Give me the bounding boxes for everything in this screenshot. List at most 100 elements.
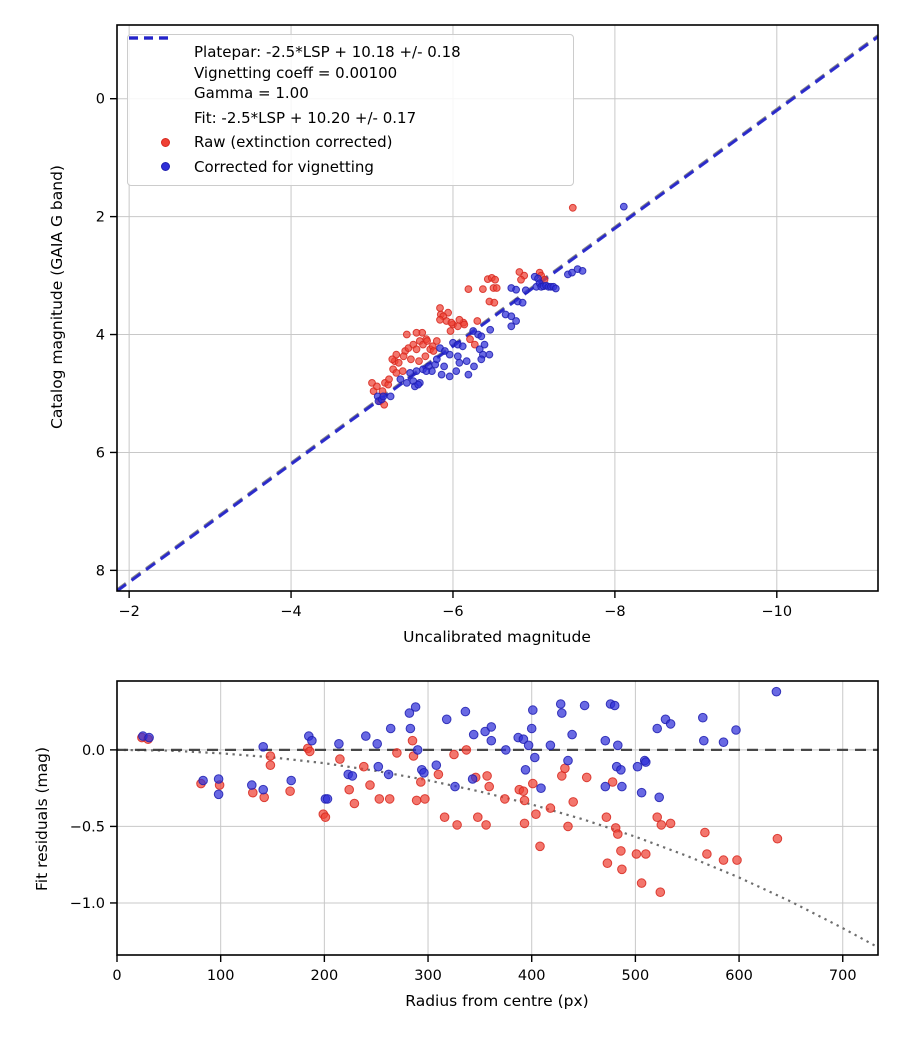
scatter-point [500,794,510,804]
scatter-point [198,775,208,786]
x-tick-label: 200 [311,968,339,984]
scatter-point [771,686,782,697]
legend-row-corrected: Corrected for vignetting [136,157,563,178]
scatter-point [551,284,560,293]
scatter-point [557,708,567,718]
scatter-point [563,821,573,832]
vignetting-model-curve [117,748,878,949]
scatter-point [601,812,612,823]
legend-box: Platepar: -2.5*LSP + 10.18 +/- 0.18 Vign… [127,34,574,186]
scatter-point [410,702,421,712]
scatter-point [436,315,444,324]
scatter-point [616,765,626,775]
scatter-point [322,794,333,804]
fit-line [117,35,878,591]
x-tick-label: −8 [604,604,625,620]
scatter-point [528,778,538,789]
scatter-point [535,841,545,852]
scatter-point [536,783,546,794]
scatter-point [396,375,405,384]
scatter-point [555,699,566,709]
scatter-point [347,771,358,781]
series-corrected-1 [138,686,782,804]
y-tick-label: −0.5 [70,819,105,835]
scatter-point [468,729,479,740]
scatter-point [462,357,471,366]
scatter-point [412,745,423,755]
scatter-point [617,781,627,792]
scatter-point [460,706,471,717]
scatter-point [655,887,666,898]
scatter-point [399,352,408,361]
scatter-point [616,846,626,856]
bottom-y-axis-label: Fit residuals (mag) [33,746,51,892]
scatter-point [412,328,421,337]
scatter-point [568,797,579,807]
legend-row-platepar: Platepar: -2.5*LSP + 10.18 +/- 0.18 Vign… [129,36,563,104]
top-x-axis-label: Uncalibrated magnitude [403,628,591,646]
scatter-point [698,712,708,723]
scatter-point [501,745,511,755]
scatter-point [144,732,154,743]
scatter-point [581,772,592,783]
scatter-point [429,347,438,355]
scatter-point [636,787,647,798]
scatter-point [530,752,540,763]
scatter-point [450,781,460,792]
scatter-point [518,786,529,797]
scatter-point [578,267,587,275]
scatter-point [545,740,556,751]
scatter-point [518,298,527,307]
scatter-point [479,285,487,294]
scatter-point [422,367,431,376]
raw-marker-icon [136,137,194,147]
scatter-point [452,820,462,830]
scatter-point [392,369,401,377]
scatter-point [402,330,411,339]
scatter-point [419,768,429,778]
scatter-point [526,723,537,734]
scatter-point [412,345,421,354]
scatter-point [652,723,663,734]
y-tick-label: 2 [96,210,105,226]
scatter-point [447,318,456,327]
scatter-point [385,723,396,734]
legend-platepar-line2: Vignetting coeff = 0.00100 [194,63,398,82]
scatter-point [632,761,643,772]
scatter-point [398,367,407,376]
scatter-point [464,370,473,379]
scatter-point [600,781,611,792]
scatter-point [702,849,712,859]
scatter-point [404,708,415,718]
x-tick-label: 700 [829,968,857,984]
scatter-point [320,812,331,823]
scatter-point [602,858,613,869]
scatter-point [531,809,541,820]
legend-label-corrected: Corrected for vignetting [194,157,374,176]
legend-label-fit: Fit: -2.5*LSP + 10.20 +/- 0.17 [194,108,417,127]
scatter-point [484,781,495,792]
scatter-point [445,350,454,359]
scatter-point [388,355,397,364]
y-tick-label: 6 [96,445,105,461]
scatter-point [486,722,497,732]
scatter-point [431,760,442,771]
scatter-point [412,367,421,376]
scatter-point [563,755,573,766]
scatter-point [519,818,530,829]
x-tick-label: 400 [518,968,546,984]
scatter-point [361,731,371,741]
scatter-point [718,855,729,865]
legend-row-fit: Fit: -2.5*LSP + 10.20 +/- 0.17 [129,36,563,129]
scatter-point [600,735,611,746]
scatter-point [407,355,415,364]
x-tick-label: −4 [280,604,301,620]
scatter-point [372,739,383,749]
scatter-point [453,352,462,361]
scatter-point [258,742,269,752]
scatter-point [452,367,461,376]
scatter-point [445,372,454,381]
scatter-point [423,337,432,345]
scatter-point [446,327,455,335]
